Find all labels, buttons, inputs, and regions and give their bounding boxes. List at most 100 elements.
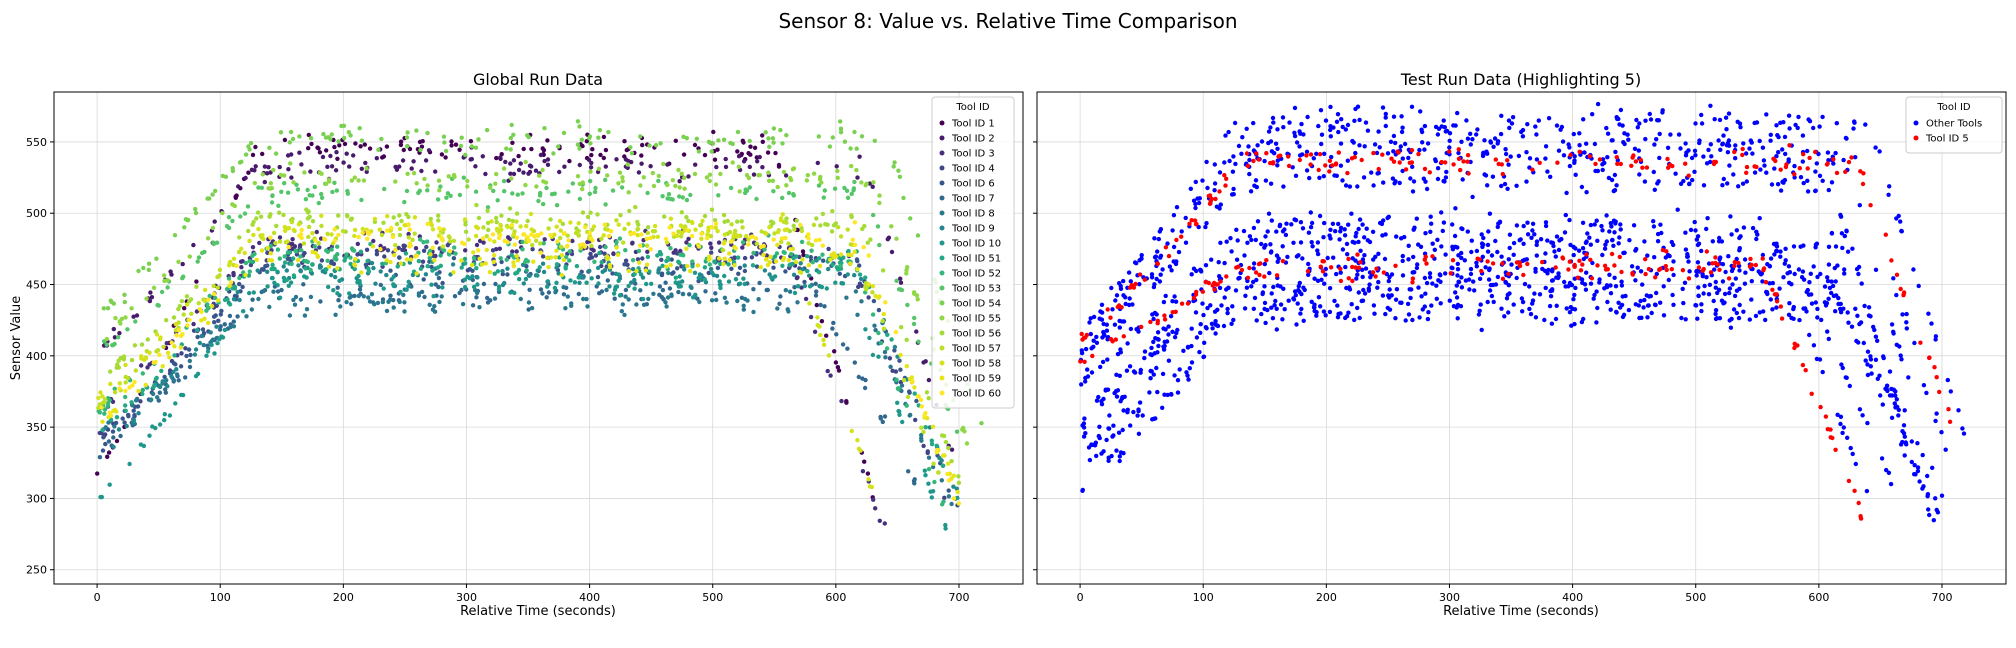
- data-point: [1840, 245, 1845, 251]
- data-point: [319, 191, 324, 197]
- data-point: [1292, 130, 1297, 135]
- data-point: [487, 237, 493, 242]
- data-point: [378, 243, 383, 249]
- data-point: [1203, 263, 1209, 268]
- data-point: [725, 218, 730, 224]
- data-point: [514, 253, 519, 259]
- data-point: [684, 246, 689, 251]
- data-point: [1416, 151, 1421, 157]
- data-point: [379, 232, 385, 238]
- data-point: [96, 395, 101, 401]
- data-point: [1113, 298, 1118, 303]
- data-point: [698, 223, 703, 228]
- data-point: [1774, 305, 1779, 310]
- data-point: [1552, 249, 1557, 254]
- data-point: [1865, 420, 1870, 426]
- data-point: [1136, 408, 1141, 414]
- data-point: [1417, 147, 1422, 153]
- data-point: [1695, 234, 1701, 239]
- data-point: [1309, 240, 1314, 245]
- data-point: [1943, 447, 1948, 452]
- data-point: [1778, 249, 1783, 254]
- data-point: [1572, 321, 1577, 327]
- data-point: [1294, 322, 1299, 327]
- data-point: [863, 183, 868, 188]
- data-point: [1465, 229, 1471, 234]
- data-point: [1469, 249, 1474, 255]
- data-point: [246, 170, 251, 175]
- data-point: [1317, 175, 1322, 180]
- data-point: [323, 135, 329, 140]
- data-point: [1312, 276, 1317, 281]
- data-point: [352, 293, 357, 299]
- data-point: [530, 247, 535, 252]
- data-point: [302, 313, 308, 318]
- data-point: [1352, 317, 1357, 323]
- data-point: [510, 218, 515, 224]
- data-point: [449, 143, 454, 148]
- data-point: [1161, 347, 1167, 352]
- data-point: [1900, 429, 1905, 434]
- data-point: [793, 259, 799, 265]
- data-point: [784, 183, 789, 188]
- data-point: [195, 327, 200, 333]
- data-point: [1357, 217, 1363, 222]
- data-point: [857, 263, 862, 268]
- data-point: [1852, 120, 1857, 125]
- data-point: [1137, 258, 1142, 263]
- data-point: [420, 259, 426, 264]
- data-point: [1806, 117, 1811, 122]
- data-point: [1559, 124, 1565, 130]
- data-point: [538, 287, 544, 292]
- data-point: [131, 408, 136, 413]
- data-point: [602, 251, 607, 256]
- data-point: [536, 198, 541, 204]
- data-point: [742, 268, 748, 274]
- data-point: [1660, 110, 1665, 115]
- data-point: [1898, 219, 1903, 224]
- data-point: [1113, 389, 1119, 394]
- data-point: [1860, 413, 1865, 418]
- data-point: [1349, 302, 1354, 307]
- data-point: [587, 268, 592, 274]
- data-point: [286, 225, 292, 231]
- data-point: [832, 349, 837, 354]
- data-point: [286, 244, 291, 250]
- data-point: [659, 271, 665, 276]
- data-point: [1157, 279, 1163, 284]
- data-point: [397, 299, 402, 305]
- data-point: [713, 182, 719, 187]
- data-point: [1131, 369, 1137, 374]
- data-point: [729, 222, 734, 227]
- data-point: [509, 122, 514, 128]
- data-point: [1186, 377, 1191, 382]
- data-point: [577, 146, 582, 151]
- data-point: [1579, 184, 1585, 190]
- data-point: [1406, 155, 1411, 161]
- data-point: [1305, 114, 1310, 120]
- data-point: [484, 234, 489, 239]
- data-point: [528, 211, 534, 217]
- left-legend-label: Tool ID 53: [951, 284, 1001, 295]
- data-point: [1308, 152, 1314, 157]
- left-legend-marker: [939, 180, 945, 186]
- data-point: [1499, 254, 1504, 259]
- data-point: [428, 252, 433, 257]
- data-point: [857, 154, 862, 159]
- data-point: [839, 398, 844, 404]
- data-point: [1085, 367, 1090, 372]
- data-point: [1619, 279, 1624, 284]
- data-point: [1224, 176, 1229, 181]
- data-point: [593, 253, 599, 258]
- data-point: [109, 299, 114, 305]
- data-point: [1712, 267, 1717, 272]
- data-point: [394, 221, 400, 227]
- data-point: [384, 308, 390, 314]
- data-point: [1087, 320, 1092, 325]
- data-point: [1645, 253, 1650, 258]
- data-point: [771, 140, 776, 145]
- data-point: [106, 439, 112, 444]
- data-point: [872, 323, 877, 328]
- data-point: [1927, 512, 1932, 518]
- data-point: [1826, 187, 1832, 193]
